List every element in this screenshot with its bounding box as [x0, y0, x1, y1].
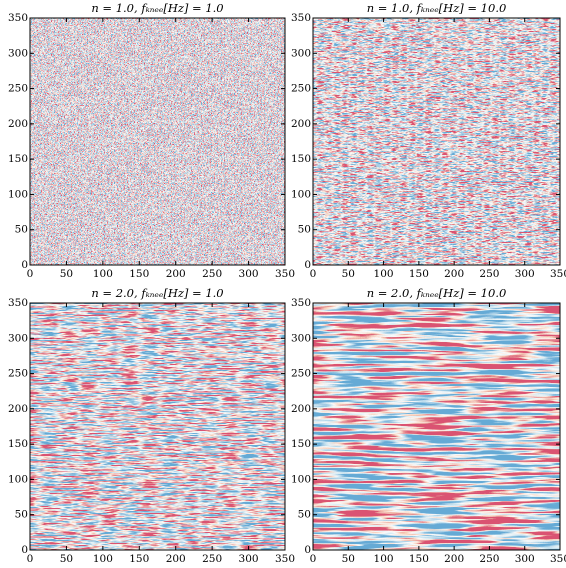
y-tick-label: 200: [8, 118, 28, 130]
noise-map: [30, 303, 285, 550]
y-tick-label: 100: [291, 473, 311, 485]
x-tick-label: 200: [444, 553, 464, 565]
x-tick-label: 0: [27, 268, 34, 280]
x-tick-label: 150: [409, 553, 429, 565]
x-tick-label: 50: [342, 268, 355, 280]
y-tick-label: 50: [15, 509, 28, 521]
panel-title: n = 2.0, fₖₙₑₑ[Hz] = 10.0: [367, 286, 507, 300]
y-tick-label: 250: [8, 83, 28, 95]
x-tick-label: 150: [129, 268, 149, 280]
y-tick-label: 150: [8, 438, 28, 450]
x-tick-label: 200: [444, 268, 464, 280]
x-tick-label: 250: [479, 268, 499, 280]
y-tick-label: 350: [291, 12, 311, 24]
x-tick-label: 0: [310, 553, 317, 565]
panel-title: n = 1.0, fₖₙₑₑ[Hz] = 10.0: [367, 1, 507, 15]
x-tick-label: 300: [515, 268, 535, 280]
y-tick-label: 150: [8, 153, 28, 165]
y-tick-label: 300: [8, 47, 28, 59]
x-tick-label: 150: [129, 553, 149, 565]
y-tick-label: 50: [15, 224, 28, 236]
x-tick-label: 150: [409, 268, 429, 280]
x-tick-label: 100: [374, 553, 394, 565]
x-tick-label: 350: [275, 268, 295, 280]
y-tick-label: 0: [21, 259, 28, 271]
y-tick-label: 0: [21, 544, 28, 556]
panel: n = 1.0, fₖₙₑₑ[Hz] = 1.0 0 50 100 150 200 250 3…: [8, 1, 295, 280]
x-tick-label: 50: [60, 553, 73, 565]
y-tick-label: 250: [8, 368, 28, 380]
panel-title: n = 2.0, fₖₙₑₑ[Hz] = 1.0: [91, 286, 223, 300]
noise-map: [30, 18, 285, 265]
x-tick-label: 0: [27, 553, 34, 565]
x-tick-label: 200: [166, 553, 186, 565]
y-tick-label: 300: [8, 332, 28, 344]
y-tick-label: 350: [291, 297, 311, 309]
x-tick-label: 300: [239, 268, 259, 280]
x-tick-label: 300: [239, 553, 259, 565]
y-tick-label: 200: [291, 118, 311, 130]
x-tick-label: 50: [342, 553, 355, 565]
x-tick-label: 350: [550, 268, 566, 280]
y-tick-label: 150: [291, 153, 311, 165]
y-tick-label: 100: [8, 188, 28, 200]
y-tick-label: 250: [291, 83, 311, 95]
y-tick-label: 50: [298, 224, 311, 236]
x-tick-label: 50: [60, 268, 73, 280]
y-tick-label: 250: [291, 368, 311, 380]
y-tick-label: 350: [8, 12, 28, 24]
x-tick-label: 250: [479, 553, 499, 565]
x-tick-label: 100: [374, 268, 394, 280]
x-tick-label: 100: [93, 268, 113, 280]
x-tick-label: 350: [550, 553, 566, 565]
noise-map: [313, 303, 560, 550]
y-tick-label: 200: [291, 403, 311, 415]
axes-frame: [29, 302, 286, 551]
y-tick-label: 300: [291, 332, 311, 344]
x-tick-label: 350: [275, 553, 295, 565]
y-tick-label: 100: [291, 188, 311, 200]
y-tick-label: 0: [304, 544, 311, 556]
y-tick-label: 350: [8, 297, 28, 309]
axes-frame: [29, 17, 286, 266]
y-tick-label: 100: [8, 473, 28, 485]
y-tick-label: 200: [8, 403, 28, 415]
y-tick-label: 300: [291, 47, 311, 59]
y-tick-label: 50: [298, 509, 311, 521]
x-tick-label: 300: [515, 553, 535, 565]
x-tick-label: 100: [93, 553, 113, 565]
panel-title: n = 1.0, fₖₙₑₑ[Hz] = 1.0: [91, 1, 223, 15]
axes-frame: [312, 17, 561, 266]
x-tick-label: 0: [310, 268, 317, 280]
panel: n = 2.0, fₖₙₑₑ[Hz] = 1.0 0 50 100 150 200 250 3…: [8, 286, 295, 565]
y-tick-label: 150: [291, 438, 311, 450]
x-tick-label: 250: [202, 268, 222, 280]
panel: n = 2.0, fₖₙₑₑ[Hz] = 10.0 0 50 100 150 200 250…: [291, 286, 566, 565]
x-tick-label: 200: [166, 268, 186, 280]
x-tick-label: 250: [202, 553, 222, 565]
panel: n = 1.0, fₖₙₑₑ[Hz] = 10.0 0 50 100 150 200 250…: [291, 1, 566, 280]
y-tick-label: 0: [304, 259, 311, 271]
axes-frame: [312, 302, 561, 551]
noise-map: [313, 18, 560, 265]
